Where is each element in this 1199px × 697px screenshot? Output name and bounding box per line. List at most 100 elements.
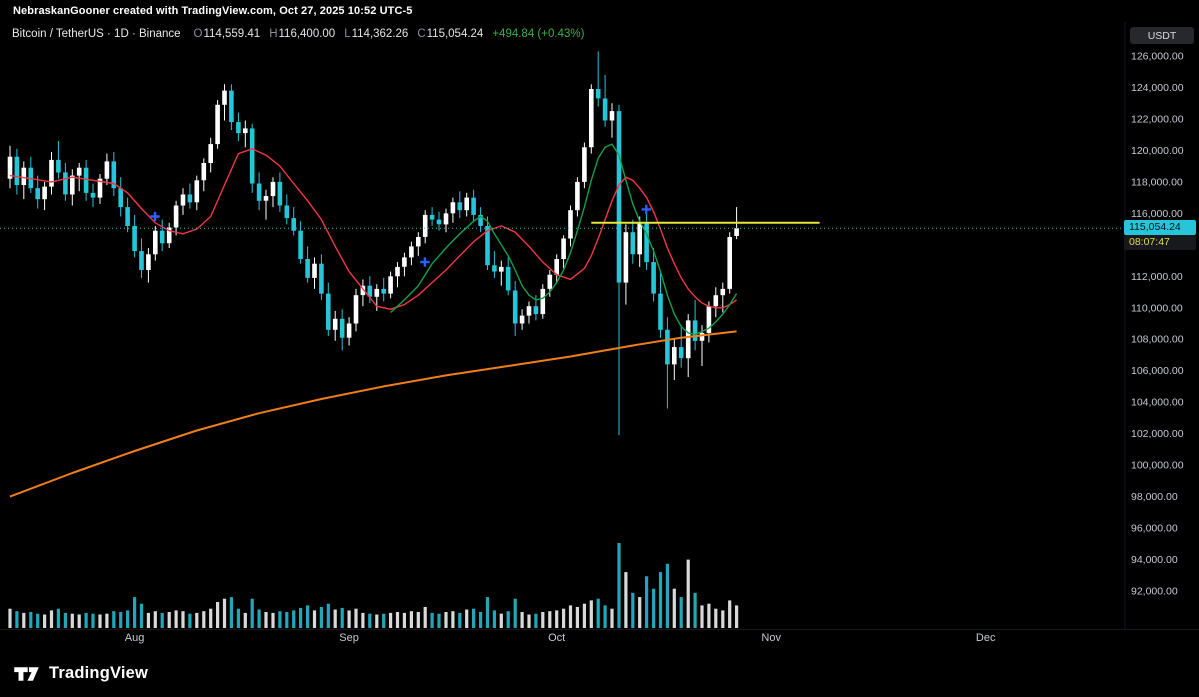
candle-body	[582, 147, 587, 182]
price-axis-label: 102,000.00	[1131, 428, 1184, 440]
candle-body	[651, 262, 656, 294]
drawings-layer[interactable]	[0, 204, 1124, 267]
volume-bar	[375, 614, 379, 628]
candle-body	[623, 232, 629, 283]
candle-body	[644, 222, 649, 263]
volume-bar	[603, 605, 607, 628]
candle-body	[312, 263, 317, 278]
volume-bar	[368, 613, 372, 628]
volume-bar	[714, 608, 718, 628]
volume-bar	[195, 612, 199, 628]
volume-bar	[153, 611, 157, 628]
candle-body	[236, 122, 241, 134]
candle-body	[595, 89, 601, 99]
volume-bar	[686, 559, 690, 628]
price-axis-label: 118,000.00	[1131, 176, 1183, 188]
volume-bar	[285, 612, 289, 628]
volume-bar	[458, 612, 462, 628]
plus-marker[interactable]	[420, 257, 430, 267]
volume-pane	[8, 543, 739, 628]
currency-toggle-button[interactable]: USDT	[1130, 27, 1194, 44]
volume-bar	[319, 607, 323, 628]
candle-body	[76, 167, 82, 176]
candle-body	[409, 246, 414, 258]
candle-body	[499, 266, 504, 272]
price-axis-label: 100,000.00	[1131, 460, 1184, 472]
candle-body	[28, 167, 34, 189]
candle-body	[609, 111, 615, 121]
candle-body	[90, 192, 96, 198]
volume-bar	[589, 600, 593, 628]
volume-bar	[250, 598, 254, 628]
tradingview-logo-icon[interactable]	[13, 666, 40, 682]
volume-bar	[437, 613, 441, 628]
volume-bar	[126, 610, 130, 628]
time-axis-label: Sep	[339, 632, 359, 644]
volume-bar	[548, 611, 552, 628]
candle-body	[471, 197, 476, 215]
candle-body	[353, 295, 359, 324]
volume-bar	[243, 612, 247, 628]
candle-body	[346, 323, 352, 338]
time-axis[interactable]: Aug Sep Oct Nov Dec	[0, 629, 1199, 645]
candle-body	[14, 156, 20, 185]
volume-bar	[409, 611, 413, 628]
price-axis[interactable]: 126,000.00 124,000.00 122,000.00 120,000.00…	[1124, 22, 1184, 629]
volume-bar	[202, 611, 206, 628]
volume-bar	[479, 612, 483, 628]
volume-bar	[645, 576, 649, 628]
volume-bar	[347, 610, 351, 628]
volume-bar	[8, 608, 12, 628]
volume-bar	[361, 612, 365, 628]
price-axis-label: 106,000.00	[1131, 365, 1184, 377]
volume-bar	[181, 611, 185, 628]
price-axis-label: 98,000.00	[1131, 491, 1178, 503]
volume-bar	[70, 613, 74, 628]
price-axis-label: 104,000.00	[1131, 397, 1184, 409]
candle-body	[222, 90, 227, 105]
candle-body	[658, 293, 663, 330]
price-axis-label: 92,000.00	[1131, 586, 1178, 598]
volume-bar	[465, 609, 469, 628]
candle-body	[326, 293, 331, 330]
volume-bar	[56, 608, 60, 628]
volume-bar	[382, 613, 386, 628]
price-chart[interactable]: 126,000.00 124,000.00 122,000.00 120,000.00…	[0, 22, 1199, 650]
volume-bar	[506, 611, 510, 628]
volume-bar	[395, 612, 400, 628]
candle-body	[125, 207, 130, 226]
plus-marker[interactable]	[150, 211, 160, 222]
candle-body	[118, 188, 123, 208]
volume-bar	[63, 612, 67, 628]
volume-bar	[679, 597, 683, 628]
candle-body	[727, 237, 732, 289]
candle-body	[533, 306, 539, 315]
candle-body	[319, 263, 324, 294]
candle-body	[83, 167, 89, 193]
last-price-label: 115,054.24	[1124, 220, 1196, 236]
tradingview-brand[interactable]: TradingView	[49, 664, 149, 682]
candle-body	[249, 128, 255, 184]
candles-layer	[7, 51, 739, 436]
volume-bar	[49, 610, 54, 628]
ma-mid-red-line	[9, 148, 737, 310]
volume-bar	[555, 610, 559, 628]
volume-bar	[617, 543, 621, 628]
volume-bar	[312, 610, 317, 628]
candle-body	[332, 318, 338, 330]
candle-body	[450, 202, 456, 214]
candle-body	[512, 290, 518, 324]
candle-body	[429, 214, 435, 220]
bar-countdown-label: 08:07:47	[1124, 234, 1196, 250]
volume-bar	[292, 610, 296, 628]
candle-body	[416, 237, 421, 247]
plus-marker[interactable]	[641, 204, 651, 215]
candle-body	[547, 274, 553, 289]
candle-body	[284, 205, 290, 219]
candle-body	[35, 188, 40, 200]
time-axis-label: Aug	[125, 632, 145, 644]
symbol-title[interactable]: Bitcoin / TetherUS · 1D · Binance	[12, 28, 181, 40]
candle-body	[166, 227, 172, 244]
candle-body	[159, 230, 165, 244]
time-axis-label: Nov	[761, 632, 781, 644]
